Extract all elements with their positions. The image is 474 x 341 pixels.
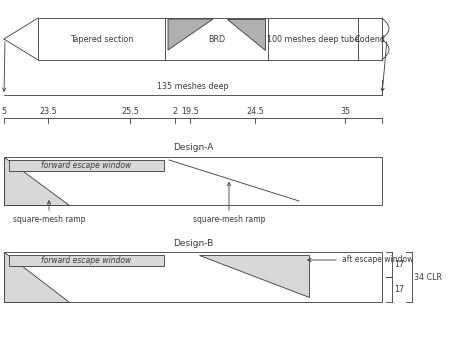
Bar: [9, 160, 164, 171]
Text: 17: 17: [394, 285, 404, 294]
Text: 135 meshes deep: 135 meshes deep: [157, 82, 229, 91]
Bar: [9, 255, 164, 266]
Text: 35: 35: [340, 107, 350, 116]
Text: aft escape window: aft escape window: [342, 255, 413, 265]
Polygon shape: [199, 255, 309, 297]
Polygon shape: [168, 19, 213, 50]
Text: Tapered section: Tapered section: [70, 34, 133, 44]
Text: 24.5: 24.5: [246, 107, 264, 116]
Bar: [38, 18, 382, 60]
Text: 100 meshes deep tube: 100 meshes deep tube: [267, 34, 359, 44]
Text: 23.5: 23.5: [39, 107, 57, 116]
Text: 25.5: 25.5: [121, 107, 139, 116]
Text: forward escape window: forward escape window: [41, 161, 132, 170]
Text: Codend: Codend: [355, 34, 385, 44]
Text: forward escape window: forward escape window: [41, 256, 132, 265]
Polygon shape: [4, 157, 69, 205]
Text: BRD: BRD: [208, 34, 225, 44]
Text: Design-B: Design-B: [173, 238, 213, 248]
Bar: [4, 252, 382, 302]
Text: Design-A: Design-A: [173, 144, 213, 152]
Text: 5: 5: [1, 107, 7, 116]
Text: 17: 17: [394, 260, 404, 269]
Text: 2: 2: [173, 107, 178, 116]
Text: 19.5: 19.5: [181, 107, 199, 116]
Text: square-mesh ramp: square-mesh ramp: [193, 215, 265, 224]
Text: square-mesh ramp: square-mesh ramp: [13, 215, 85, 224]
Bar: [4, 157, 382, 205]
Text: 34 CLR: 34 CLR: [414, 272, 442, 282]
Polygon shape: [227, 19, 265, 50]
Polygon shape: [4, 252, 69, 302]
